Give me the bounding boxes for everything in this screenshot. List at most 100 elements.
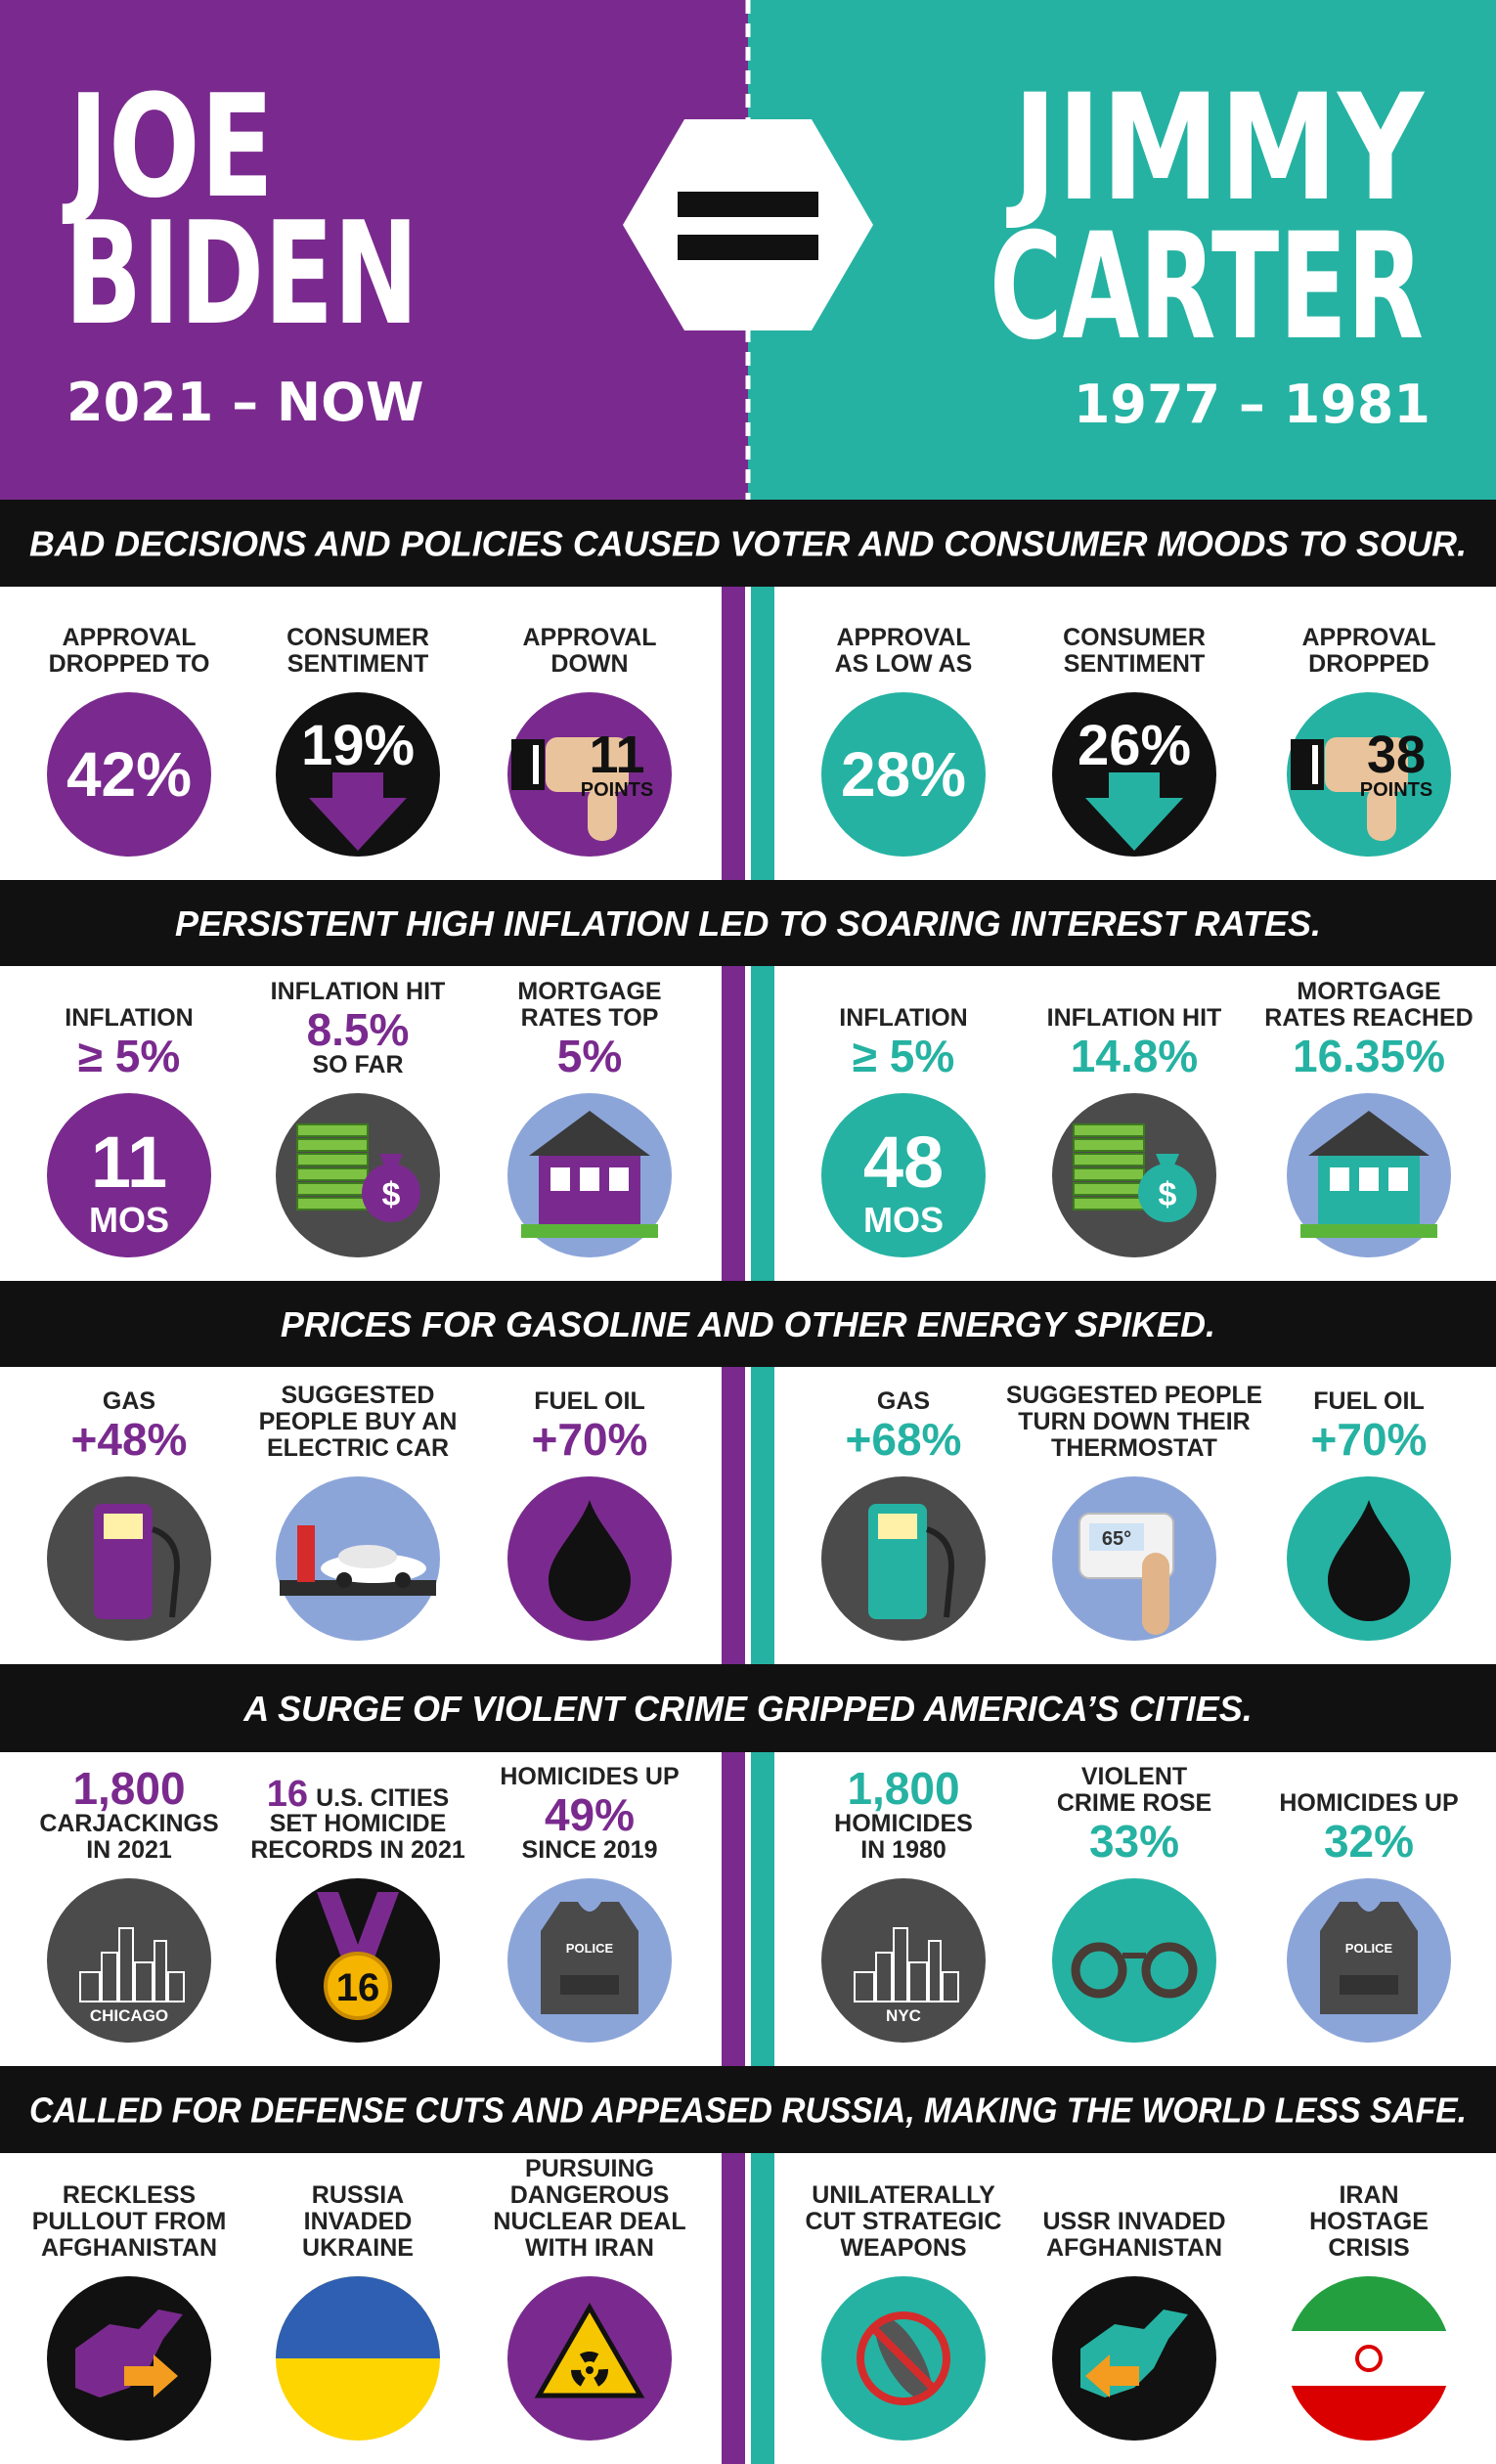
stat-text: 1,800 <box>847 1763 959 1814</box>
label-text: DROPPED <box>1308 650 1430 678</box>
flag-band <box>1291 2386 1447 2441</box>
finger <box>1142 1553 1169 1635</box>
money-bag <box>1138 1164 1197 1222</box>
label-text: DROPPED TO <box>49 650 210 678</box>
house-window <box>550 1167 570 1191</box>
building <box>101 1952 118 2002</box>
circle-text: MOS <box>863 1200 944 1240</box>
left-name: JOE <box>62 65 274 230</box>
circle-text: 11 <box>91 1122 167 1203</box>
money-bag-top <box>1156 1154 1179 1167</box>
house-roof <box>1308 1111 1430 1156</box>
charger <box>297 1525 315 1582</box>
label-text: TURN DOWN THEIR <box>1018 1408 1250 1435</box>
cash-stack <box>1073 1123 1145 1137</box>
section-banner <box>0 500 1496 587</box>
stat-text: +48% <box>71 1414 188 1465</box>
house-window <box>1330 1167 1349 1191</box>
label-text: MORTGAGE <box>1297 978 1440 1005</box>
money-bag-top <box>379 1154 403 1167</box>
label-text: MORTGAGE <box>517 978 661 1005</box>
circle-text: POINTS <box>1360 779 1432 801</box>
section-banner <box>0 880 1496 966</box>
stat-text: +68% <box>846 1414 962 1465</box>
label-lead: 16 <box>267 1774 308 1815</box>
pump-hose <box>151 1526 180 1618</box>
right-years: 1977 – 1981 <box>1074 374 1430 435</box>
icon-circle <box>821 692 986 857</box>
label-text: CARJACKINGS <box>39 1810 218 1837</box>
thumb-shirt <box>533 745 539 784</box>
stat-text: ≥ 5% <box>853 1031 955 1081</box>
circle-text: 42% <box>66 739 192 810</box>
house-window <box>1359 1167 1379 1191</box>
label-text: UKRAINE <box>302 2234 414 2262</box>
no-sign <box>857 2311 950 2405</box>
label-text: RATES TOP <box>521 1004 659 1032</box>
banner-text: BAD DECISIONS AND POLICIES CAUSED VOTER … <box>29 524 1467 564</box>
label-text: SENTIMENT <box>287 650 428 678</box>
label-text: RUSSIA <box>312 2181 404 2209</box>
label-text: VIOLENT <box>1081 1763 1187 1790</box>
circle-text: 28% <box>841 739 966 810</box>
stat-text: 14.8% <box>1071 1031 1198 1081</box>
label-text: SO FAR <box>312 1051 403 1078</box>
label-text: INVADED <box>304 2208 413 2235</box>
banner-text: PRICES FOR GASOLINE AND OTHER ENERGY SPI… <box>281 1304 1215 1344</box>
cash-stack <box>1073 1138 1145 1152</box>
circle-text: 48 <box>863 1122 944 1203</box>
label-text: WEAPONS <box>840 2234 966 2262</box>
equals-hexagon <box>623 119 873 330</box>
house-window <box>580 1167 599 1191</box>
stat-text: 49% <box>545 1789 635 1840</box>
equals-bar <box>678 192 818 217</box>
stat-text: 8.5% <box>307 1004 410 1055</box>
circle-text: POINTS <box>581 779 653 801</box>
label-text: HOSTAGE <box>1309 2208 1429 2235</box>
house-lawn <box>1300 1224 1437 1238</box>
handcuff <box>1141 1942 1198 1999</box>
label-text: THERMOSTAT <box>1051 1434 1217 1462</box>
cash-stack <box>1073 1153 1145 1166</box>
label-text: NUCLEAR DEAL <box>493 2208 685 2235</box>
cash-stack <box>1073 1182 1145 1196</box>
car-wheel <box>336 1572 352 1588</box>
map-shape <box>75 2310 183 2398</box>
label-text: HOMICIDES UP <box>1279 1789 1458 1817</box>
label-text: WITH IRAN <box>525 2234 654 2262</box>
circle-text: 11 <box>589 726 644 784</box>
label-text: SENTIMENT <box>1064 650 1205 678</box>
stat-text: ≥ 5% <box>78 1031 181 1081</box>
building <box>854 1971 875 2002</box>
label-text: PEOPLE BUY AN <box>259 1408 458 1435</box>
cash-stack <box>296 1123 369 1137</box>
circle-text: $ <box>382 1176 401 1213</box>
house-lawn <box>521 1224 658 1238</box>
flag-band <box>1291 2276 1447 2331</box>
left-divider-stripe <box>722 500 745 2464</box>
section-banner <box>0 1664 1496 1752</box>
section-banner <box>0 1281 1496 1367</box>
circle-text: 16 <box>336 1966 380 2009</box>
label-text: INFLATION HIT <box>271 978 446 1005</box>
trefoil <box>571 2352 608 2389</box>
equals-bar <box>678 235 818 260</box>
section-banner <box>0 2066 1496 2153</box>
stat-text: +70% <box>532 1414 648 1465</box>
label-text: SUGGESTED <box>282 1382 435 1409</box>
label-text: RECKLESS <box>63 2181 196 2209</box>
thumb-hand <box>1325 737 1408 792</box>
circle-text: CHICAGO <box>90 2006 168 2025</box>
pump-screen <box>878 1514 917 1539</box>
label-text: INFLATION HIT <box>1047 1004 1222 1032</box>
vest <box>541 1902 638 2014</box>
circle-text: MOS <box>89 1200 169 1240</box>
thumb-cuff <box>1291 739 1324 790</box>
label-text: RATES REACHED <box>1264 1004 1473 1032</box>
label-text: APPROVAL <box>522 624 656 651</box>
circle-text: $ <box>1159 1176 1177 1213</box>
right-name: CARTER <box>990 202 1424 373</box>
circle-text: 19% <box>301 714 415 777</box>
cash-stack <box>296 1167 369 1181</box>
pump-screen <box>104 1514 143 1539</box>
